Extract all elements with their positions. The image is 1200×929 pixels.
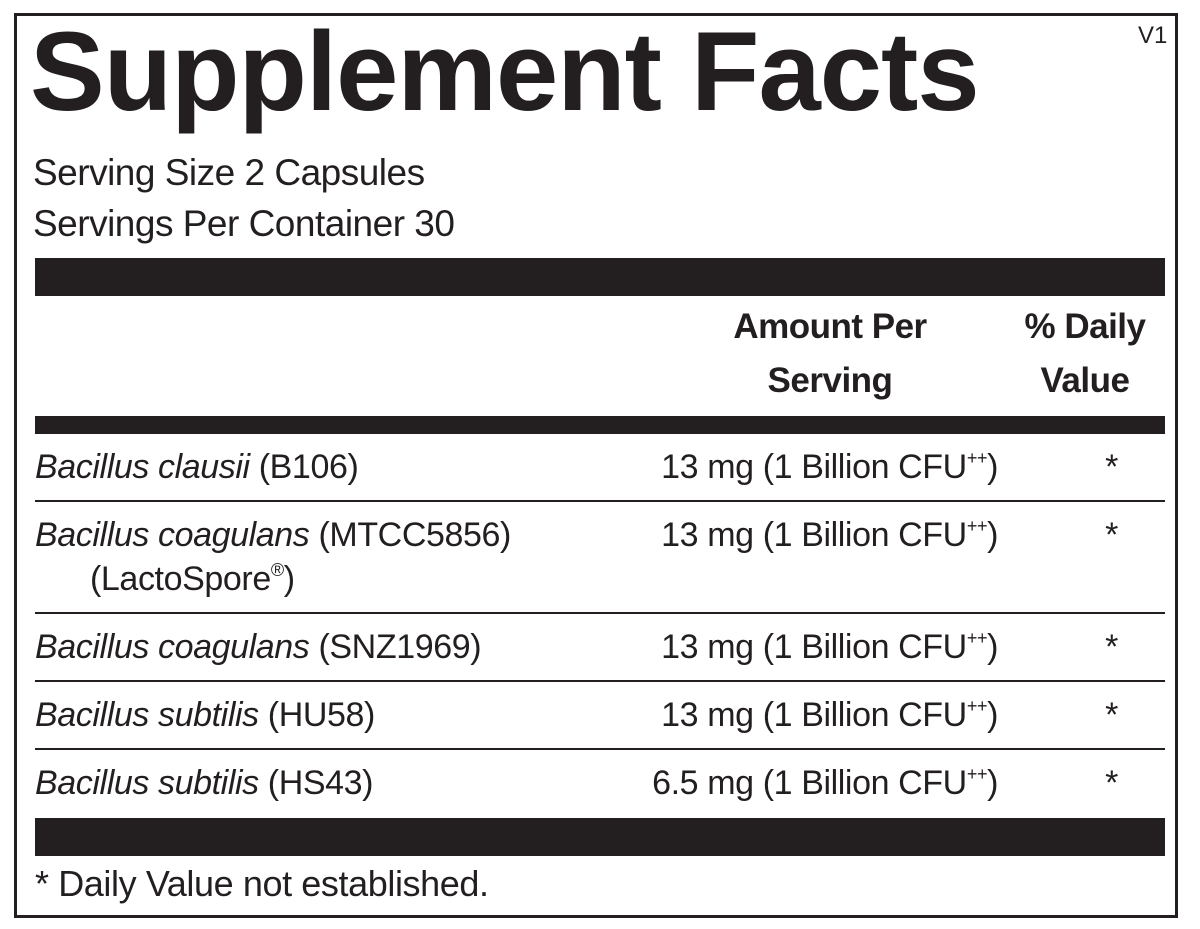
divider-bar — [35, 258, 1165, 296]
species: Bacillus subtilis — [35, 764, 259, 802]
amount: 13 mg (1 Billion CFU++) — [595, 625, 998, 669]
amount: 13 mg (1 Billion CFU++) — [595, 513, 998, 601]
serving-size: Serving Size 2 Capsules — [33, 152, 425, 193]
name-line: Bacillus coagulans (MTCC5856) — [35, 513, 595, 557]
ingredient-name: Bacillus clausii (B106) — [35, 445, 595, 489]
daily-value: * — [1105, 516, 1118, 554]
text: ) — [283, 560, 295, 598]
superscript: ++ — [966, 628, 988, 648]
name-line: (LactoSpore®) — [35, 557, 595, 601]
superscript: ++ — [966, 448, 988, 468]
daily-value: * — [1105, 696, 1118, 734]
label-border — [14, 13, 1178, 918]
strain: (HU58) — [267, 696, 376, 734]
text: ) — [987, 628, 998, 666]
footnote: * Daily Value not established. — [35, 863, 489, 904]
name-line: Bacillus coagulans (SNZ1969) — [35, 625, 595, 669]
text: 13 mg (1 Billion CFU — [661, 516, 967, 554]
servings-per-container: Servings Per Container 30 — [33, 203, 455, 244]
version: V1 — [1138, 22, 1168, 49]
ingredient-name: Bacillus subtilis (HS43) — [35, 761, 595, 805]
ingredient-name: Bacillus coagulans (MTCC5856) (LactoSpore… — [35, 513, 595, 601]
strain: (B106) — [258, 448, 359, 486]
species: Bacillus subtilis — [35, 696, 259, 734]
column-header-line: Amount Per — [733, 307, 927, 346]
text: (LactoSpore — [90, 560, 271, 598]
text: ) — [987, 696, 998, 734]
text: ) — [987, 764, 998, 802]
amount: 6.5 mg (1 Billion CFU++) — [595, 761, 998, 805]
ingredient-name: Bacillus subtilis (HU58) — [35, 693, 595, 737]
superscript: ++ — [966, 696, 988, 716]
strain: (MTCC5856) — [318, 516, 511, 554]
column-header: Amount Per Serving — [700, 300, 960, 408]
daily-value: * — [1105, 628, 1118, 666]
superscript: ® — [270, 560, 284, 580]
amount: 13 mg (1 Billion CFU++) — [595, 445, 998, 489]
text: 13 mg (1 Billion CFU — [661, 448, 967, 486]
strain: (SNZ1969) — [318, 628, 482, 666]
ingredient-name: Bacillus coagulans (SNZ1969) — [35, 625, 595, 669]
amount: 13 mg (1 Billion CFU++) — [595, 693, 998, 737]
species: Bacillus clausii — [35, 448, 250, 486]
ingredient-row: Bacillus subtilis (HS43) 6.5 mg (1 Billio… — [35, 750, 1165, 816]
name-line: Bacillus subtilis (HS43) — [35, 761, 595, 805]
column-header-line: Serving — [767, 361, 893, 400]
daily-value: * — [1105, 764, 1118, 802]
name-line: Bacillus clausii (B106) — [35, 445, 595, 489]
daily-value: * — [1105, 448, 1118, 486]
species: Bacillus coagulans — [35, 628, 310, 666]
text: 6.5 mg (1 Billion CFU — [652, 764, 967, 802]
name-line: Bacillus subtilis (HU58) — [35, 693, 595, 737]
ingredient-table: Bacillus clausii (B106) 13 mg (1 Billion … — [35, 434, 1165, 816]
species: Bacillus coagulans — [35, 516, 310, 554]
ingredient-row: Bacillus coagulans (SNZ1969) 13 mg (1 Bil… — [35, 614, 1165, 682]
strain: (HS43) — [267, 764, 374, 802]
text: ) — [987, 516, 998, 554]
ingredient-row: Bacillus coagulans (MTCC5856) (LactoSpore… — [35, 502, 1165, 614]
ingredient-row: Bacillus subtilis (HU58) 13 mg (1 Billion… — [35, 682, 1165, 750]
text: ) — [987, 448, 998, 486]
column-header: % Daily Value — [990, 300, 1180, 408]
column-header-line: Value — [1040, 361, 1130, 400]
column-header-line: % Daily — [1024, 307, 1147, 346]
text: 13 mg (1 Billion CFU — [661, 696, 967, 734]
superscript: ++ — [966, 516, 988, 536]
text: 13 mg (1 Billion CFU — [661, 628, 967, 666]
superscript: ++ — [966, 764, 988, 784]
title: Supplement Facts — [30, 9, 980, 134]
ingredient-row: Bacillus clausii (B106) 13 mg (1 Billion … — [35, 434, 1165, 502]
divider-bar — [35, 416, 1165, 434]
divider-bar — [35, 818, 1165, 856]
